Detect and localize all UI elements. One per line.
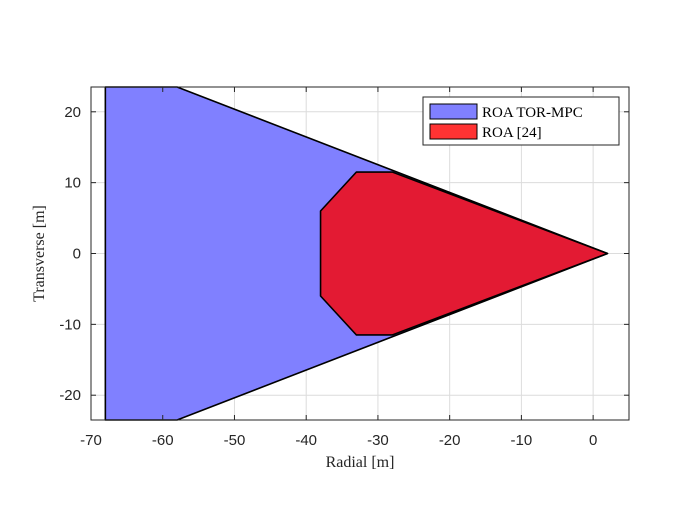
region-roa-24: [319, 171, 609, 336]
y-axis-label: Transverse [m]: [31, 205, 48, 302]
y-tick-label: 20: [64, 104, 81, 121]
x-tick-label: -70: [80, 432, 102, 449]
x-tick-label: 0: [589, 432, 597, 449]
legend-swatch-roa-24: [429, 123, 478, 140]
x-tick-label: -30: [367, 432, 389, 449]
x-tick-labels: -70 -60 -50 -40 -30 -20 -10 0: [80, 432, 597, 449]
legend-swatch-roa-tor-mpc: [429, 103, 478, 120]
ticks: [90, 87, 629, 420]
legend-label-roa-tor-mpc: ROA TOR-MPC: [482, 105, 583, 121]
x-tick-label: -40: [295, 432, 317, 449]
legend-label-roa-24: ROA [24]: [482, 125, 542, 141]
x-tick-label: -50: [224, 432, 246, 449]
x-tick-label: -20: [439, 432, 461, 449]
y-tick-label: -20: [59, 387, 81, 404]
x-tick-label: -60: [152, 432, 174, 449]
x-axis-label: Radial [m]: [326, 454, 395, 471]
y-tick-label: -10: [59, 316, 81, 333]
y-tick-label: 0: [73, 246, 81, 263]
x-tick-label: -10: [511, 432, 533, 449]
legend: ROA TOR-MPC ROA [24]: [422, 96, 620, 146]
y-tick-label: 10: [64, 175, 81, 192]
y-tick-labels: -20 -10 0 10 20: [59, 104, 81, 404]
